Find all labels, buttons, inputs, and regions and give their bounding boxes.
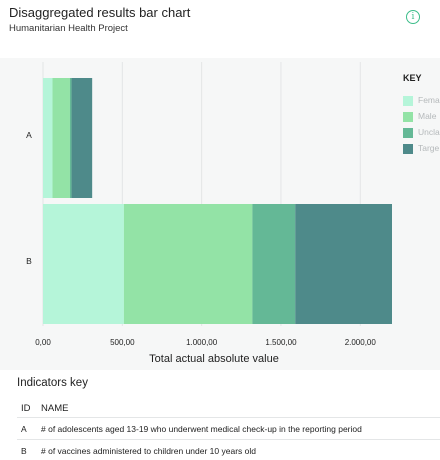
table-header-row: ID NAME	[17, 398, 440, 418]
chart-header: Disaggregated results bar chart Humanita…	[0, 0, 440, 56]
bar-segment[interactable]	[295, 204, 392, 324]
legend-label: Male	[418, 111, 437, 121]
x-tick-label: 2.000,00	[345, 338, 377, 347]
indicator-id: B	[21, 446, 27, 456]
legend-swatch	[403, 144, 413, 154]
category-label: A	[26, 130, 32, 140]
x-axis-title: Total actual absolute value	[149, 353, 279, 365]
indicator-name: # of vaccines administered to children u…	[41, 446, 256, 456]
bar-segment[interactable]	[69, 78, 72, 198]
column-header-id: ID	[21, 403, 31, 414]
x-tick-label: 500,00	[110, 338, 135, 347]
x-tick-label: 1.000,00	[186, 338, 218, 347]
project-subtitle: Humanitarian Health Project	[9, 23, 128, 34]
x-tick-label: 1.500,00	[265, 338, 297, 347]
legend-swatch	[403, 96, 413, 106]
indicators-key-title: Indicators key	[17, 377, 88, 389]
column-header-name: NAME	[41, 403, 69, 414]
category-label: B	[26, 256, 32, 266]
legend-label: Targe	[418, 143, 440, 153]
indicator-name: # of adolescents aged 13-19 who underwen…	[41, 424, 362, 434]
indicator-id: A	[21, 424, 27, 434]
bar-segment[interactable]	[71, 78, 93, 198]
legend-item[interactable]: Uncla	[403, 127, 440, 139]
bar-segment[interactable]	[43, 204, 124, 324]
bar-chart: A B 0,00 500,00 1.000,00 1.500,00 2.000,00 Tota…	[26, 62, 392, 365]
legend-item[interactable]: Fema	[403, 95, 440, 107]
bar-segment[interactable]	[43, 78, 53, 198]
table-row: B # of vaccines administered to children…	[17, 440, 440, 460]
info-icon[interactable]: i	[406, 10, 420, 24]
bar-segment[interactable]	[252, 204, 296, 324]
indicators-table: ID NAME A # of adolescents aged 13-19 wh…	[17, 398, 440, 460]
legend-item[interactable]: Male	[403, 111, 440, 123]
table-row: A # of adolescents aged 13-19 who underw…	[17, 418, 440, 440]
legend-item[interactable]: Targe	[403, 143, 440, 155]
bar-segment[interactable]	[52, 78, 70, 198]
bar-segment[interactable]	[123, 204, 253, 324]
legend-label: Uncla	[418, 127, 440, 137]
x-tick-label: 0,00	[35, 338, 51, 347]
legend-swatch	[403, 128, 413, 138]
legend-swatch	[403, 112, 413, 122]
legend-title: KEY	[403, 73, 422, 83]
legend-label: Fema	[418, 95, 440, 105]
page-title: Disaggregated results bar chart	[9, 5, 191, 20]
